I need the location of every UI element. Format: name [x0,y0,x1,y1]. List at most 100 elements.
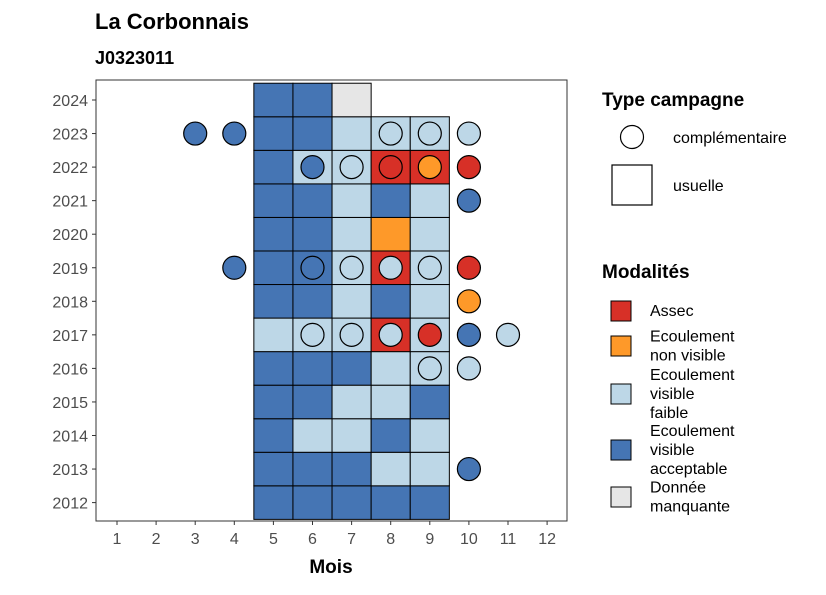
tile-2013-9 [409,451,450,487]
tile-2013-8 [370,451,411,487]
point-2022-10 [456,155,481,180]
chart-subtitle: J0323011 [95,48,174,68]
y-tick-label-2020: 2020 [52,227,88,244]
tile-2012-8 [370,485,411,520]
tile-2016-7 [331,351,372,386]
point-2022-9 [417,155,442,180]
tile-2023-6 [292,116,333,151]
tile-2021-5 [253,183,294,218]
legend-acceptable-label: Ecoulement [650,423,735,440]
point-2023-3 [183,121,208,146]
legend: Type campagne complémentaire usuelle Moda… [602,90,787,516]
tile-2021-9 [409,183,450,218]
tile-2024-5 [253,82,294,118]
y-tick-label-2013: 2013 [52,462,88,479]
tile-2014-6 [292,418,333,453]
x-tick-label-5: 5 [269,531,278,548]
tile-2018-6 [292,284,333,319]
point-2019-7 [339,255,364,280]
x-tick-label-7: 7 [347,531,356,548]
point-2013-10 [456,456,481,482]
x-axis: 1 2 3 4 5 6 7 8 9 10 11 12 [113,521,556,548]
legend-nonvisible-label: non visible [650,348,726,365]
legend-campagne-items: complémentaire usuelle [611,124,787,206]
tile-2018-9 [409,284,450,319]
point-2023-9 [417,121,442,146]
tile-2018-7 [331,284,372,319]
tile-2016-8 [370,351,411,386]
tile-2020-8 [370,216,411,252]
tile-2015-9 [409,384,450,420]
point-2019-9 [417,255,442,280]
legend-usuelle-label: usuelle [673,178,724,195]
tile-2024-6 [292,82,333,118]
legend-acceptable-key [610,439,632,461]
x-tick-label-10: 10 [460,531,478,548]
legend-complementaire-label: complémentaire [673,130,787,147]
y-tick-label-2021: 2021 [52,194,88,211]
legend-acceptable-label: visible [650,442,695,459]
tile-2012-5 [253,485,294,520]
y-tick-label-2012: 2012 [52,496,88,513]
y-tick-label-2022: 2022 [52,160,88,177]
tile-2015-7 [331,384,372,420]
tile-2016-6 [292,351,333,386]
x-tick-label-12: 12 [538,531,556,548]
point-2022-6 [300,155,325,180]
legend-modalites-title: Modalités [602,262,690,283]
tile-2021-7 [331,183,372,218]
point-2017-6 [300,322,325,347]
tile-2021-6 [292,183,333,218]
tile-2013-7 [331,451,372,487]
point-2019-4 [222,255,247,280]
point-2017-8 [378,322,403,347]
point-2018-10 [456,289,481,314]
complementaire-points [183,121,521,482]
tile-2020-7 [331,216,372,252]
tile-2017-5 [253,317,294,353]
legend-faible-label: faible [650,405,688,422]
y-tick-label-2018: 2018 [52,294,88,311]
point-2023-4 [222,121,247,146]
y-tick-label-2019: 2019 [52,261,88,278]
tile-2015-5 [253,384,294,420]
point-2019-8 [378,255,403,280]
y-tick-label-2015: 2015 [52,395,88,412]
y-tick-label-2024: 2024 [52,93,88,110]
y-axis: 2012 2013 2014 2015 2016 2017 2018 2019 2020 2021… [52,93,96,513]
tile-2015-6 [292,384,333,420]
tile-2023-5 [253,116,294,151]
tile-2020-6 [292,216,333,252]
legend-acceptable-label: acceptable [650,461,727,478]
tile-2015-8 [370,384,411,420]
legend-faible-label: Ecoulement [650,367,735,384]
point-2022-8 [378,155,403,180]
point-2019-6 [300,255,325,280]
legend-modalites-items: Assec Ecoulement non visible Ecoulement visi… [610,300,735,516]
x-tick-label-4: 4 [230,531,239,548]
tile-2019-5 [253,250,294,286]
tile-2012-9 [409,485,450,520]
legend-assec-label: Assec [650,303,694,320]
tile-2014-7 [331,418,372,453]
y-tick-label-2017: 2017 [52,328,88,345]
x-tick-label-9: 9 [425,531,434,548]
point-2019-10 [456,255,481,280]
tile-2020-9 [409,216,450,252]
point-2023-10 [456,121,481,146]
y-tick-label-2014: 2014 [52,429,88,446]
point-2016-10 [456,356,481,381]
point-2017-7 [339,322,364,347]
point-2017-11 [495,322,521,347]
y-tick-label-2023: 2023 [52,127,88,144]
tile-2012-6 [292,485,333,520]
tile-2023-7 [331,116,372,151]
legend-campagne-title: Type campagne [602,90,744,111]
point-2016-9 [417,356,442,381]
tile-2013-5 [253,451,294,487]
tile-2014-8 [370,418,411,453]
tile-2014-9 [409,418,450,453]
x-tick-label-1: 1 [113,531,122,548]
legend-manquante-label: manquante [650,499,730,516]
